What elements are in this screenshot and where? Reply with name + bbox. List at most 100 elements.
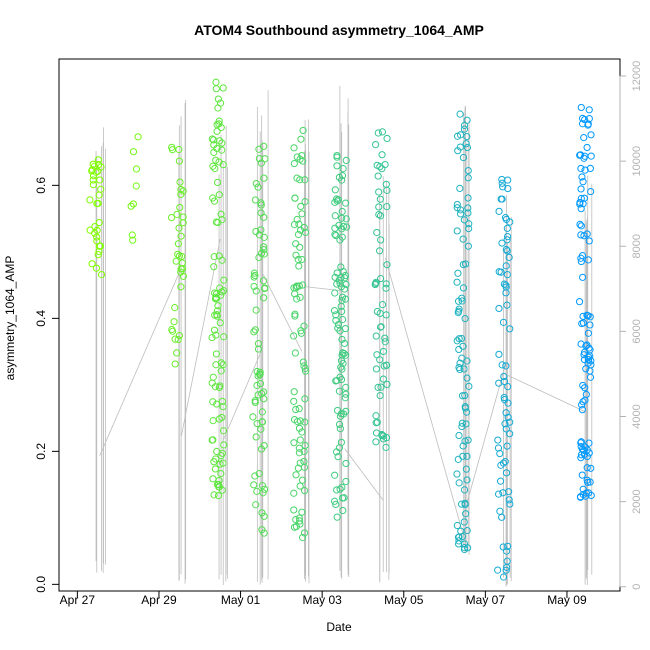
overlay-segment: [99, 272, 180, 456]
data-point: [381, 334, 389, 342]
data-point: [220, 276, 228, 284]
data-point: [501, 458, 509, 466]
data-point: [260, 388, 268, 396]
y2-tick-label: 0: [631, 584, 643, 590]
data-point: [220, 441, 228, 449]
data-point: [583, 476, 591, 484]
data-point: [253, 487, 261, 495]
data-point: [260, 485, 269, 493]
data-point: [339, 506, 347, 515]
data-point: [382, 180, 390, 188]
data-point: [461, 499, 469, 507]
data-point: [93, 233, 101, 241]
data-point: [576, 493, 585, 501]
data-point: [169, 327, 177, 335]
data-point: [584, 329, 592, 337]
data-point: [336, 485, 344, 493]
data-point: [453, 200, 461, 209]
data-point: [464, 194, 472, 202]
data-point: [381, 338, 389, 346]
data-point: [374, 172, 382, 180]
data-point: [290, 506, 298, 514]
data-point: [454, 147, 462, 155]
data-point: [208, 379, 216, 387]
data-point: [339, 165, 347, 173]
data-point: [502, 262, 510, 270]
data-point: [210, 197, 219, 205]
data-point: [455, 431, 463, 440]
overlay-segment: [344, 448, 384, 501]
data-point: [292, 240, 300, 248]
data-point: [454, 533, 463, 541]
data-point: [341, 351, 350, 359]
data-point: [291, 349, 299, 357]
data-point: [175, 145, 183, 154]
data-point: [216, 99, 225, 107]
data-point: [379, 375, 387, 383]
data-point: [298, 508, 306, 516]
data-point: [94, 160, 103, 169]
data-point: [290, 144, 298, 152]
data-point: [382, 280, 390, 288]
data-point: [503, 301, 511, 309]
data-point: [209, 373, 217, 381]
x-axis-label: Date: [326, 620, 352, 634]
data-point: [499, 489, 507, 497]
data-point: [299, 157, 307, 165]
data-point: [459, 442, 467, 450]
data-point: [331, 198, 339, 206]
data-point: [250, 328, 258, 336]
data-point: [456, 206, 465, 214]
data-point: [464, 204, 472, 212]
data-point: [333, 513, 341, 521]
data-point: [338, 494, 347, 502]
data-point: [463, 374, 471, 382]
data-point: [300, 457, 308, 466]
data-point: [455, 335, 463, 343]
data-point: [337, 438, 345, 446]
data-point: [298, 533, 307, 542]
data-point: [171, 304, 179, 312]
data-point: [301, 364, 309, 373]
data-point: [300, 529, 309, 537]
data-point: [295, 220, 303, 228]
data-point: [217, 469, 225, 478]
data-point: [290, 439, 298, 447]
data-point: [134, 133, 142, 141]
data-point: [504, 413, 512, 421]
data-point: [342, 383, 350, 391]
data-point: [129, 236, 137, 244]
data-point: [373, 161, 381, 169]
data-point: [577, 439, 585, 447]
data-point: [171, 360, 179, 368]
data-point: [502, 469, 511, 477]
data-point: [178, 259, 186, 267]
data-point: [585, 439, 593, 447]
data-point: [297, 135, 305, 143]
data-point: [211, 465, 219, 473]
data-point: [580, 446, 588, 454]
data-point: [579, 200, 587, 208]
data-point: [209, 436, 217, 444]
data-point: [212, 85, 220, 93]
data-point: [175, 331, 183, 340]
data-point: [338, 483, 346, 491]
data-point: [257, 201, 265, 209]
data-point: [214, 491, 223, 500]
data-point: [342, 477, 350, 486]
data-point: [333, 195, 341, 203]
data-point: [503, 224, 511, 232]
data-point: [214, 218, 222, 227]
data-point: [458, 532, 466, 541]
data-point: [253, 367, 261, 376]
data-point: [218, 256, 226, 264]
data-point: [505, 488, 513, 496]
data-point: [581, 115, 589, 124]
data-point: [260, 250, 268, 258]
data-point: [496, 477, 505, 485]
data-point: [176, 178, 184, 186]
data-point: [383, 134, 391, 143]
data-point: [458, 392, 467, 400]
y2-tick-label: 6000: [631, 319, 643, 343]
